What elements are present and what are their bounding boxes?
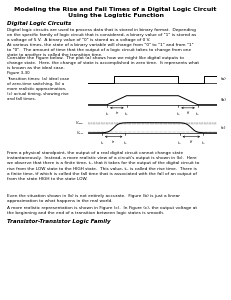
Text: $t_3$: $t_3$: [176, 110, 181, 118]
Text: At various times, the state of a binary variable will change from "0" to "1" and: At various times, the state of a binary …: [7, 43, 194, 57]
Text: (b): (b): [221, 98, 227, 102]
Text: Figure 3-30
Transition times: (a) ideal case
of zero-time switching, (b) a
more : Figure 3-30 Transition times: (a) ideal …: [7, 71, 69, 101]
Text: $t_r$: $t_r$: [115, 110, 119, 117]
Text: $t_4$: $t_4$: [195, 110, 200, 118]
Text: $t_4$: $t_4$: [201, 140, 205, 147]
Text: $t_2$: $t_2$: [123, 140, 128, 147]
Text: (c): (c): [221, 126, 227, 130]
Text: (a): (a): [221, 77, 227, 81]
Text: $t_f$: $t_f$: [189, 139, 194, 146]
Text: Transistor-Transistor Logic Family: Transistor-Transistor Logic Family: [7, 219, 111, 224]
Text: $t_1$: $t_1$: [105, 110, 109, 118]
Text: Modeling the Rise and Fall Times of a Digital Logic Circuit
Using the Logistic F: Modeling the Rise and Fall Times of a Di…: [14, 7, 217, 18]
Text: $t_r$: $t_r$: [111, 139, 116, 146]
Text: $V_{low}$: $V_{low}$: [76, 129, 84, 137]
Text: A more realistic representation is shown in Figure (c).  In Figure (c), the outp: A more realistic representation is shown…: [7, 206, 197, 215]
Text: Digital logic circuits are used to process data that is stored in binary format.: Digital logic circuits are used to proce…: [7, 28, 196, 42]
Text: From a physical standpoint, the output of a real digital circuit cannot change s: From a physical standpoint, the output o…: [7, 151, 199, 181]
Text: $t_1$: $t_1$: [100, 140, 104, 147]
Text: $t_2$: $t_2$: [124, 110, 129, 118]
Text: Consider the Figure below.  The plot (a) shows how we might like digital outputs: Consider the Figure below. The plot (a) …: [7, 56, 199, 70]
Text: Digital Logic Circuits: Digital Logic Circuits: [7, 21, 71, 26]
Text: Even the situation shown in (b) is not entirely accurate.  Figure (b) is just a : Even the situation shown in (b) is not e…: [7, 194, 180, 203]
Text: $t_3$: $t_3$: [177, 140, 182, 147]
Text: $t_f$: $t_f$: [186, 110, 190, 117]
Text: $V_{high}$: $V_{high}$: [75, 119, 84, 126]
